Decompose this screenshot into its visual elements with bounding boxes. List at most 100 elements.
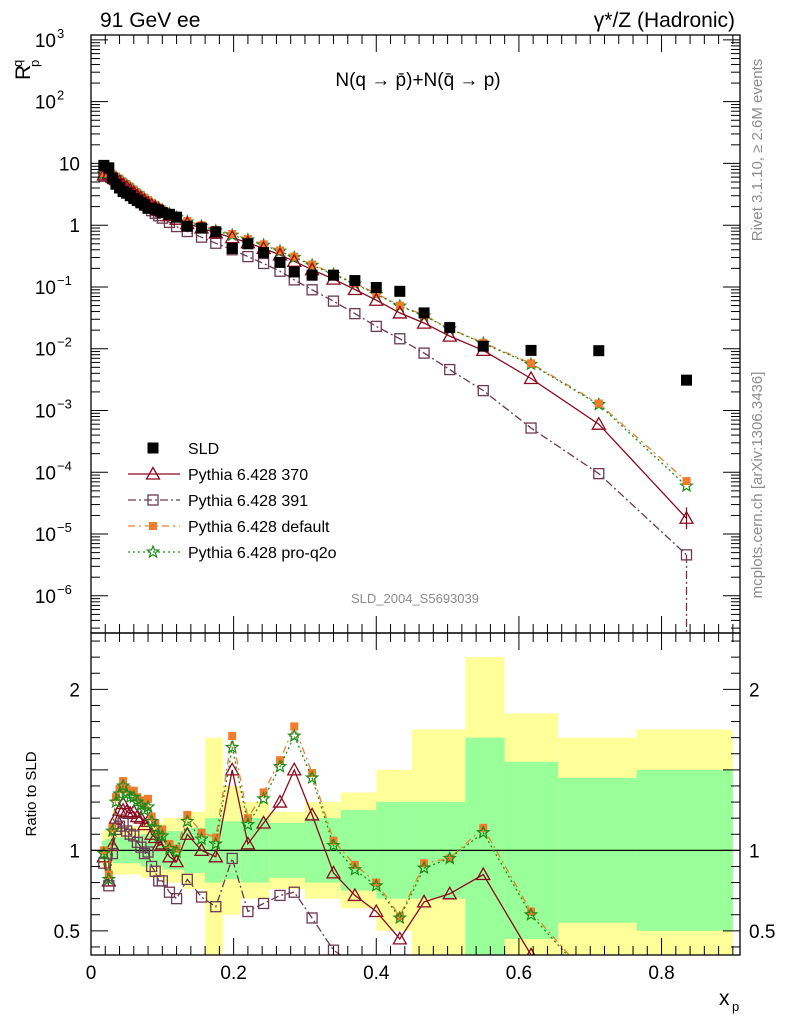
point-2-33 (444, 363, 456, 376)
legend-marker-4 (145, 544, 161, 559)
y-tick-label: 10 (35, 278, 56, 299)
y-tick-label: 1 (69, 216, 80, 237)
ratio-panel (91, 657, 740, 1013)
ratio-y-tick-label-right: 0.5 (749, 922, 775, 943)
y-tick-label-exponent: 3 (57, 26, 64, 41)
ratio-marker-3-35 (523, 907, 539, 921)
green-band-14 (465, 737, 505, 955)
point-0-2 (106, 172, 118, 184)
ratio-marker-3-20 (194, 831, 209, 846)
point-0-28 (327, 269, 339, 281)
y-tick-label: 10 (59, 154, 80, 175)
y-tick-label: 10 (35, 463, 56, 484)
ratio-marker-3-27 (304, 770, 320, 785)
ratio-marker-3-33 (442, 850, 457, 865)
y-tick-label: 10 (35, 525, 56, 546)
ratio-marker-3-5 (115, 778, 131, 793)
ratio-marker-1-23 (242, 905, 254, 918)
ratio-marker-1-28 (327, 944, 340, 955)
ratio-marker-2-30 (372, 878, 381, 887)
x-axis-label-sub: p (732, 999, 739, 1014)
x-tick-label: 0 (86, 963, 97, 984)
point-0-23 (242, 238, 254, 250)
legend-marker-0 (147, 442, 159, 454)
ratio-marker-1-20 (195, 891, 208, 903)
main-panel (96, 159, 695, 633)
ratio-marker-0-22 (224, 762, 240, 776)
x-tick-label: 0.4 (363, 963, 390, 984)
ratio-marker-1-17 (163, 886, 176, 898)
point-1-29 (347, 281, 363, 296)
point-3-25 (275, 246, 284, 255)
axes: 0 0.2 0.4 0.6 0.810 −610 −510 −410 −310 −210 −1110… (35, 26, 776, 984)
legend-marker-2 (147, 494, 159, 506)
ratio-marker-0-29 (347, 887, 363, 902)
y-tick-label: 10 (35, 31, 56, 52)
legend-label-0: SLD (188, 441, 219, 458)
y-tick-label-exponent: −1 (57, 273, 72, 288)
ratio-y-tick-label: 2 (69, 680, 80, 701)
legend-label-4: Pythia 6.428 pro-q2o (188, 545, 337, 562)
ratio-y-tick-label: 1 (69, 841, 80, 862)
legend-label-1: Pythia 6.428 370 (188, 467, 308, 484)
ratio-marker-3-31 (392, 910, 408, 925)
ratio-marker-2-18 (172, 844, 181, 853)
point-0-27 (306, 269, 318, 281)
main-frame (90, 34, 741, 634)
ratio-marker-0-24 (255, 815, 272, 829)
y-tick-label: 10 (35, 340, 56, 361)
ratio-marker-3-34 (475, 824, 491, 839)
ratio-marker-3-37 (681, 1002, 692, 1013)
point-1-33 (442, 328, 458, 342)
ratio-marker-1-26 (288, 886, 300, 898)
ratio-marker-3-36 (593, 984, 604, 995)
point-2-24 (257, 257, 270, 270)
header-right-label: γ*/Z (Hadronic) (594, 9, 735, 32)
point-0-19 (181, 220, 193, 232)
ratio-marker-2-33 (445, 854, 454, 863)
ratio-marker-3-29 (347, 862, 363, 876)
ratio-marker-3-26 (287, 728, 302, 743)
point-0-26 (288, 266, 300, 278)
point-0-18 (171, 211, 183, 223)
point-1-32 (416, 315, 432, 329)
point-1-22 (224, 229, 240, 244)
ratio-marker-1-11 (138, 847, 151, 860)
ratio-marker-1-5 (117, 817, 129, 829)
ratio-marker-1-16 (156, 875, 168, 887)
point-4-37 (679, 478, 694, 493)
ratio-marker-3-14 (147, 820, 163, 835)
ratio-marker-0-36 (592, 995, 605, 1007)
ratio-marker-3-24 (256, 791, 271, 806)
ratio-marker-1-31 (395, 979, 405, 989)
ratio-marker-1-8 (128, 830, 140, 842)
ratio-marker-3-22 (224, 739, 240, 754)
ratio-y-axis-label: Ratio to SLD (23, 751, 40, 836)
point-1-35 (523, 370, 539, 385)
point-2-27 (306, 284, 318, 296)
ratio-marker-2-22 (228, 732, 237, 741)
ratio-marker-1-19 (181, 873, 193, 885)
point-2-36 (593, 467, 605, 480)
ratio-marker-2-31 (395, 912, 404, 921)
y-axis-label: R q p (10, 60, 42, 80)
point-1-31 (392, 305, 408, 319)
y-axis-label-sup: q (10, 60, 25, 67)
point-0-16 (156, 207, 168, 219)
ratio-marker-1-7 (124, 828, 136, 840)
ratio-marker-3-7 (122, 789, 138, 804)
point-0-20 (196, 222, 208, 234)
point-2-30 (370, 320, 382, 333)
ratio-marker-1-1 (103, 880, 115, 892)
ratio-marker-3-30 (369, 878, 384, 892)
y-tick-label-exponent: −5 (57, 520, 72, 535)
ratio-marker-3-0 (96, 845, 112, 860)
point-0-34 (477, 340, 489, 352)
point-0-21 (210, 226, 222, 238)
legend: SLD Pythia 6.428 370 Pythia 6.428 391 Pythi… (128, 441, 337, 562)
point-2-29 (349, 307, 361, 320)
ratio-marker-3-16 (155, 828, 170, 843)
ratio-line-2 (103, 724, 571, 955)
y-tick-label-exponent: −3 (57, 397, 72, 412)
ratio-marker-0-21 (208, 848, 224, 863)
